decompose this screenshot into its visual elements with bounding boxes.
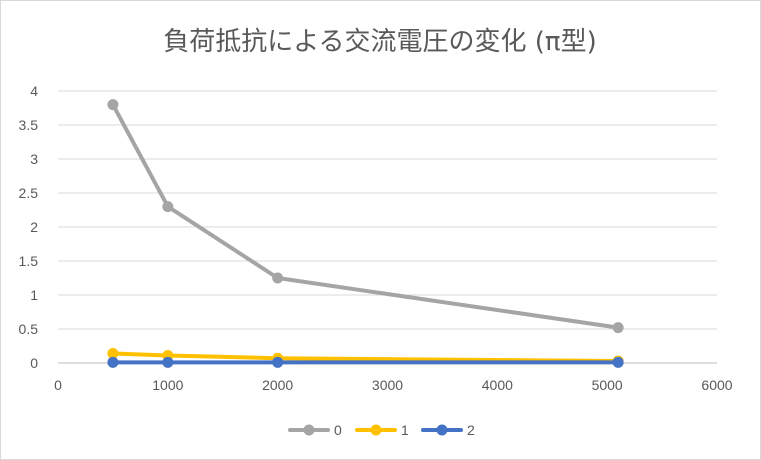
x-tick-label: 2000: [262, 377, 293, 393]
data-point: [272, 356, 284, 368]
legend-marker: [436, 424, 448, 436]
data-point: [162, 356, 174, 368]
legend-marker: [370, 424, 382, 436]
legend-item-0: 0: [288, 422, 342, 438]
y-tick-label: 0: [30, 355, 38, 371]
legend-label: 2: [467, 422, 475, 438]
series-line: [110, 351, 621, 363]
chart-title: 負荷抵抗による交流電圧の変化 (π型): [163, 27, 596, 57]
y-tick-label: 2.5: [19, 185, 39, 201]
data-point: [107, 356, 119, 368]
data-point: [612, 356, 624, 368]
series-line: [110, 102, 621, 330]
y-tick-label: 1: [30, 287, 38, 303]
data-point: [162, 201, 174, 213]
y-tick-label: 1.5: [19, 253, 39, 269]
series-2: [107, 356, 624, 368]
data-point: [107, 347, 119, 359]
data-point: [612, 322, 624, 334]
legend-item-1: 1: [355, 422, 409, 438]
legend-label: 1: [401, 422, 409, 438]
x-tick-label: 6000: [701, 377, 732, 393]
legend: 0 1 2: [288, 422, 475, 438]
data-point: [107, 99, 119, 111]
x-tick-label: 4000: [482, 377, 513, 393]
x-tick-label: 5000: [592, 377, 623, 393]
x-axis-ticks: 0 1000 2000 3000 4000 5000 6000: [54, 377, 733, 393]
x-tick-label: 3000: [372, 377, 403, 393]
series-0: [107, 99, 624, 334]
y-tick-label: 3: [30, 151, 38, 167]
y-tick-label: 3.5: [19, 117, 39, 133]
legend-marker: [303, 424, 315, 436]
y-tick-label: 4: [30, 83, 38, 99]
legend-item-2: 2: [421, 422, 475, 438]
x-tick-label: 0: [54, 377, 62, 393]
y-tick-label: 0.5: [19, 321, 39, 337]
data-point: [272, 272, 284, 284]
legend-label: 0: [334, 422, 342, 438]
plot-series: [107, 99, 624, 368]
y-tick-label: 2: [30, 219, 38, 235]
y-axis-ticks: 0 0.5 1 1.5 2 2.5 3 3.5 4: [19, 83, 39, 371]
x-tick-label: 1000: [152, 377, 183, 393]
